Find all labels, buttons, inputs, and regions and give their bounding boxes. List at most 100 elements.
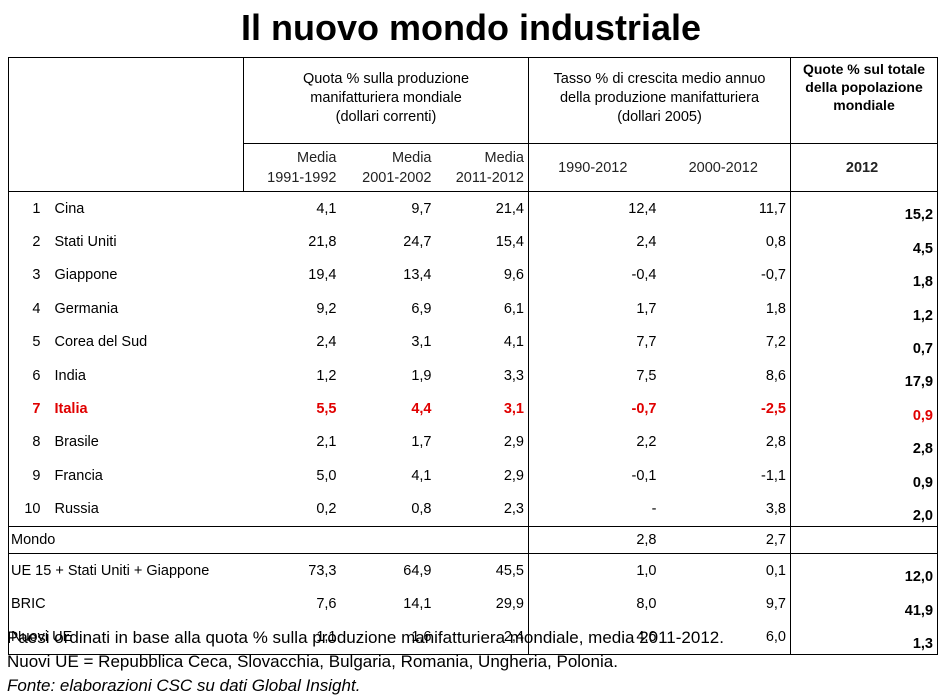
table-cell: 1,0 [528,553,661,588]
table-cell: 4,5 [790,225,938,259]
table-cell: 3,1 [503,401,524,418]
table-cell: 12,0 [790,553,938,588]
group-header-row: Quota % sulla produzione manifatturiera m… [8,57,938,192]
header-line: della popolazione [805,79,923,95]
table-cell [243,526,341,554]
table-cell: 21,8 [308,234,337,251]
table-cell: 2,9 [503,434,524,451]
table-cell: -2,5 [761,401,787,418]
column-header: 2012 [790,143,938,192]
table-row: 3 Giappone 19,4 13,4 9,6 -0,4 -0,7 1,8 [9,258,938,293]
header-line: Quota % sulla produzione [302,71,470,87]
table-cell: 4,4 [411,401,432,418]
table-cell: 1,7 [411,434,432,451]
table-cell: 3,1 [411,334,432,351]
note: Nuovi UE = Repubblica Ceca, Slovacchia, … [7,652,618,671]
header-line: manifatturiera mondiale [310,90,462,106]
table-cell: 2,7 [660,526,791,554]
group-header: Quota % sulla produzione manifatturiera m… [243,57,529,144]
table-cell: 9,7 [411,200,432,217]
summary-row: Mondo 2,8 2,7 [8,526,938,554]
column-header-row: Media 1991-1992 Media 2001-2002 Media 2011-20… [9,143,938,192]
notes: Paesi ordinati in base alla quota % sull… [7,626,724,698]
table-cell: 21,4 [495,200,524,217]
table-cell: 9,6 [503,267,524,284]
table-cell: 12,4 [528,191,661,226]
column-header: Media 1991-1992 [243,143,341,192]
header-line: Media [297,149,337,166]
table-cell: 2,4 [503,629,524,646]
table-cell: 2,2 [528,425,661,460]
header-line: 1991-1992 [267,169,337,186]
table-cell: 0,9 [790,459,938,493]
column-header: Media 2001-2002 [340,143,436,192]
table-row: 7 Italia 5,5 4,4 3,1 -0,7 -2,5 0,9 [9,392,938,426]
table-cell: 2,4 [528,225,661,259]
table-cell: 45,5 [495,562,524,579]
column-header: Media 2011-2012 [435,143,529,192]
table-row: 5 Corea del Sud 2,4 3,1 4,1 7,7 7,2 0,7 [9,325,938,359]
table-summary: Mondo 2,8 2,7 UE 15 + Stati Uniti + Giappon… [8,526,938,655]
table-cell: 9 [32,467,41,484]
table-cell: 4 [32,300,41,317]
table-cell: 7,6 [316,595,337,612]
table-row: 9 Francia 5,0 4,1 2,9 -0,1 -1,1 0,9 [9,459,938,493]
table-cell: 2,1 [316,434,337,451]
table-cell: Brasile [54,434,99,451]
table-cell: 0,7 [790,325,938,359]
table-cell: 7,2 [765,334,787,351]
table-cell: 1,9 [411,367,432,384]
table-head: Quota % sulla produzione manifatturiera m… [8,57,938,192]
table-cell: 0,2 [243,492,341,527]
header-line: Media [392,149,432,166]
table-row: 1 Cina 4,1 9,7 21,4 12,4 11,7 15,2 [9,191,938,226]
table-cell: 24,7 [403,234,432,251]
table-cell: 2,8 [790,425,938,460]
table-cell: 4,6 [528,620,661,655]
table-cell: - [528,492,661,527]
table-cell: Nuovi UE [11,629,73,646]
header-line: Tasso % di crescita medio annuo [553,71,766,87]
table-cell: 5,0 [316,467,337,484]
table-cell: 7 [32,401,41,418]
table-row: 6 India 1,2 1,9 3,3 7,5 8,6 17,9 [9,358,938,393]
table-cell: 6,9 [411,300,432,317]
table-cell: 3,8 [660,492,791,527]
table-cell: 5 [32,334,41,351]
group-header: Tasso % di crescita medio annuo della pro… [527,57,791,144]
table-cell: 2,9 [503,467,524,484]
table-cell: 9,2 [316,300,337,317]
table-cell: 1 [32,200,41,217]
table-cell: 7,5 [528,358,661,393]
table-cell: 2,8 [528,526,661,554]
table-cell: Russia [52,492,244,527]
table-row: 10 Russia 0,2 0,8 2,3-3,8 2,0 [8,492,938,527]
header-line: della produzione manifatturiera [559,90,760,106]
table-cell: 3 [32,267,41,284]
table-cell: 19,4 [308,267,337,284]
table-cell: 2,8 [765,434,787,451]
table-cell: 1,6 [411,629,432,646]
table-cell: 0,9 [790,392,938,426]
summary-row: BRIC 7,6 14,1 29,9 8,0 9,7 41,9 [9,587,938,621]
table-row: 2 Stati Uniti 21,8 24,7 15,4 2,4 0,8 4,5 [9,225,938,259]
table-cell: 2,3 [435,492,529,527]
summary-row: UE 15 + Stati Uniti + Giappone 73,3 64,9 45… [9,553,938,588]
summary-row: Nuovi UE 1,1 1,6 2,4 4,6 6,0 1,3 [9,620,938,655]
table-cell: 1,7 [528,292,661,326]
corner-cell [8,57,244,192]
table-row: 8 Brasile 2,1 1,7 2,9 2,2 2,8 2,8 [9,425,938,460]
table-cell: 0,1 [765,562,787,579]
table-cell: 2,0 [790,492,938,527]
header-line: 2012 [845,159,879,176]
table-cell: -0,7 [528,392,661,426]
header-line: 2011-2012 [455,169,524,186]
table-cell: 64,9 [403,562,432,579]
table-cell: Francia [54,467,103,484]
header-line: Quote % sul totale [802,61,926,77]
data-table: Quota % sulla produzione manifatturiera m… [8,57,939,655]
table-cell: 7,7 [528,325,661,359]
note: Fonte: elaborazioni CSC su dati Global I… [7,676,361,695]
table-cell: Mondo [8,526,244,554]
